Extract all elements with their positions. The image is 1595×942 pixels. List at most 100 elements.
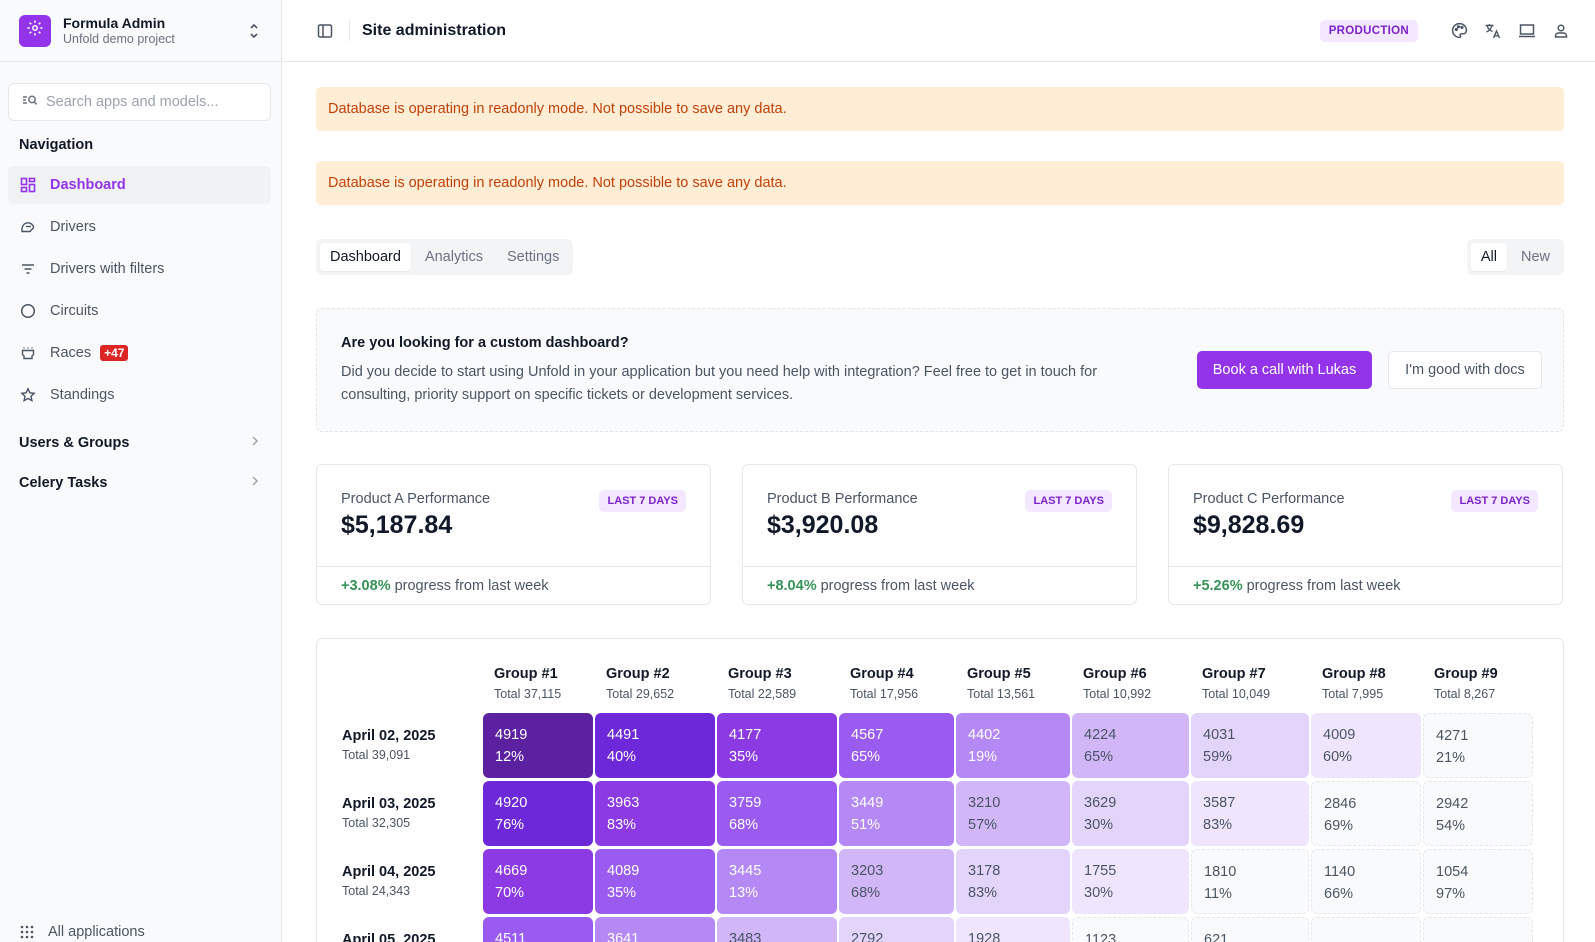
good-with-docs-button[interactable]: I'm good with docs [1388, 351, 1542, 389]
cohort-cell[interactable]: 4511 [483, 917, 593, 942]
cohort-cell[interactable]: 4009 60% [1311, 713, 1421, 778]
cohort-cell[interactable]: 1054 97% [1423, 849, 1533, 914]
cell-percent: 12% [495, 749, 525, 765]
dashboard-icon [20, 177, 36, 193]
translate-icon[interactable] [1483, 21, 1503, 41]
cohort-cell[interactable]: 3963 83% [595, 781, 715, 846]
cohort-cell[interactable]: 3210 57% [956, 781, 1070, 846]
column-total: Total 7,995 [1322, 687, 1384, 701]
tab-settings[interactable]: Settings [506, 249, 560, 265]
cohort-cell[interactable]: 3445 13% [717, 849, 837, 914]
sidebar-item-circuits[interactable]: Circuits [8, 292, 271, 330]
cohort-cell[interactable]: 4920 76% [483, 781, 593, 846]
sidebar-group-users-groups[interactable]: Users & Groups [19, 431, 259, 455]
cohort-row-header: April 05, 2025 [342, 931, 436, 942]
cohort-cell[interactable] [1311, 917, 1421, 942]
user-icon[interactable] [1551, 21, 1571, 41]
project-switcher[interactable]: Formula Admin Unfold demo project [0, 0, 281, 62]
cohort-cell[interactable]: 3203 68% [839, 849, 954, 914]
cell-value: 3178 [968, 863, 1001, 879]
cell-percent: 13% [729, 885, 759, 901]
cell-value: 4491 [607, 727, 640, 743]
cohort-cell[interactable]: 2792 [839, 917, 954, 942]
cell-value: 4271 [1436, 728, 1469, 744]
cohort-cell[interactable]: 1810 11% [1191, 849, 1309, 914]
row-total: Total 32,305 [342, 816, 411, 830]
cohort-cell[interactable]: 1123 [1072, 917, 1189, 942]
cohort-cell[interactable]: 3483 [717, 917, 837, 942]
cohort-cell[interactable]: 3629 30% [1072, 781, 1189, 846]
sidebar-item-label: Circuits [50, 303, 99, 319]
cell-value: 3759 [729, 795, 762, 811]
sidebar-group-celery-tasks[interactable]: Celery Tasks [19, 471, 259, 495]
cohort-cell[interactable]: 2846 69% [1311, 781, 1421, 846]
cell-value: 1928 [968, 931, 1001, 942]
chevron-up-down-icon[interactable] [246, 21, 262, 41]
cohort-column-header: Group #8 Total 7,995 [1322, 665, 1386, 703]
cohort-cell[interactable]: 1140 66% [1311, 849, 1421, 914]
sidebar-item-label: Races [50, 345, 92, 361]
cohort-column-header: Group #4 Total 17,956 [850, 665, 918, 703]
cohort-cell[interactable]: 4089 35% [595, 849, 715, 914]
tab-analytics[interactable]: Analytics [424, 249, 483, 265]
custom-dashboard-promo: Are you looking for a custom dashboard? … [316, 308, 1564, 432]
cohort-cell[interactable]: 4271 21% [1423, 713, 1533, 778]
cohort-cell[interactable]: 1755 30% [1072, 849, 1189, 914]
cell-value: 3629 [1084, 795, 1117, 811]
cell-percent: 30% [1084, 885, 1114, 901]
cohort-cell[interactable]: 4669 70% [483, 849, 593, 914]
sidebar-item-drivers[interactable]: Drivers [8, 208, 271, 246]
palette-icon[interactable] [1449, 21, 1469, 41]
cell-value: 3483 [729, 931, 762, 942]
column-total: Total 17,956 [850, 687, 919, 701]
cohort-cell[interactable]: 4224 65% [1072, 713, 1189, 778]
cell-value: 2942 [1436, 796, 1469, 812]
cohort-cell[interactable]: 3587 83% [1191, 781, 1309, 846]
sidebar: Formula Admin Unfold demo project Naviga… [0, 0, 282, 942]
cohort-cell[interactable] [1423, 917, 1533, 942]
sidebar-item-drivers-with-filters[interactable]: Drivers with filters [8, 250, 271, 288]
filter-new[interactable]: New [1520, 249, 1550, 265]
column-title: Group #3 [728, 666, 792, 682]
cohort-cell[interactable]: 4177 35% [717, 713, 837, 778]
sidebar-item-dashboard[interactable]: Dashboard [8, 166, 271, 204]
cohort-cell[interactable]: 3759 68% [717, 781, 837, 846]
cell-value: 1140 [1324, 864, 1356, 880]
star-icon [20, 387, 36, 403]
cohort-cell[interactable]: 1928 [956, 917, 1070, 942]
cohort-cell[interactable]: 4491 40% [595, 713, 715, 778]
cohort-column-header: Group #5 Total 13,561 [967, 665, 1035, 703]
laptop-icon[interactable] [1517, 21, 1537, 41]
filter-toggle: All New [1466, 239, 1564, 275]
sidebar-group-label: Celery Tasks [19, 475, 108, 491]
sidebar-item-races[interactable]: Races +47 [8, 334, 271, 372]
search-input[interactable] [46, 94, 256, 110]
cohort-cell[interactable]: 4031 59% [1191, 713, 1309, 778]
cell-value: 4089 [607, 863, 640, 879]
chevron-right-icon [251, 435, 259, 451]
cohort-column-header: Group #9 Total 8,267 [1434, 665, 1498, 703]
tab-dashboard[interactable]: Dashboard [320, 243, 411, 271]
cohort-cell[interactable]: 4919 12% [483, 713, 593, 778]
cell-percent: 54% [1436, 818, 1466, 834]
kpi-delta: +5.26% [1193, 578, 1243, 594]
row-date: April 02, 2025 [342, 728, 436, 744]
filter-all[interactable]: All [1470, 243, 1507, 271]
cell-value: 3445 [729, 863, 762, 879]
sidebar-item-standings[interactable]: Standings [8, 376, 271, 414]
cohort-row-header: April 02, 2025 Total 39,091 [342, 727, 436, 764]
cohort-cell[interactable]: 4402 19% [956, 713, 1070, 778]
cell-value: 4511 [495, 931, 527, 942]
sidebar-toggle-icon[interactable] [316, 22, 334, 40]
book-call-button[interactable]: Book a call with Lukas [1197, 351, 1372, 389]
cohort-cell[interactable]: 2942 54% [1423, 781, 1533, 846]
cohort-cell[interactable]: 621 [1191, 917, 1309, 942]
search-box[interactable] [8, 83, 271, 121]
cohort-cell[interactable]: 4567 65% [839, 713, 954, 778]
cohort-cell[interactable]: 3449 51% [839, 781, 954, 846]
kpi-label: Product C Performance [1193, 491, 1345, 507]
cohort-cell[interactable]: 3641 [595, 917, 715, 942]
kpi-footer: +8.04% progress from last week [743, 566, 1136, 605]
all-applications-link[interactable]: All applications [20, 924, 145, 940]
cohort-cell[interactable]: 3178 83% [956, 849, 1070, 914]
